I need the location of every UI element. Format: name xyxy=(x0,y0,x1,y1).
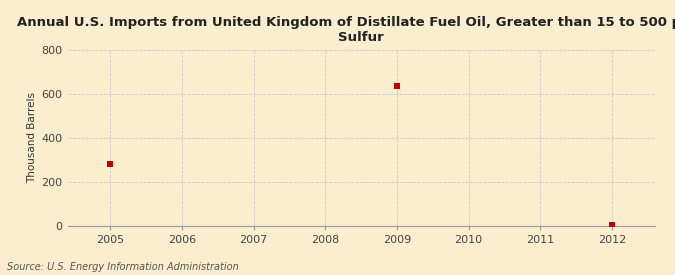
Title: Annual U.S. Imports from United Kingdom of Distillate Fuel Oil, Greater than 15 : Annual U.S. Imports from United Kingdom … xyxy=(18,16,675,44)
Point xyxy=(606,222,617,227)
Text: Source: U.S. Energy Information Administration: Source: U.S. Energy Information Administ… xyxy=(7,262,238,272)
Y-axis label: Thousand Barrels: Thousand Barrels xyxy=(28,92,37,183)
Point xyxy=(105,161,116,166)
Point xyxy=(392,84,402,89)
